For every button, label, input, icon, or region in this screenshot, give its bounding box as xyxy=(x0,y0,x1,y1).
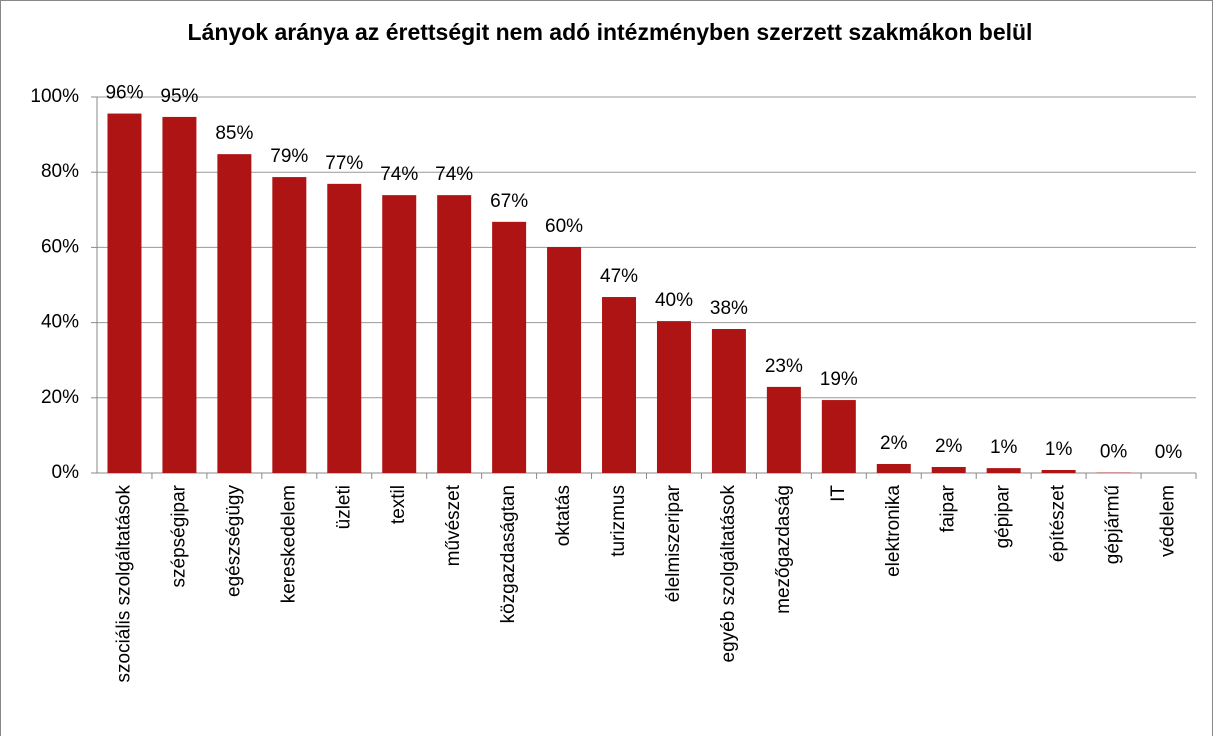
data-label: 40% xyxy=(655,290,693,311)
y-tick-label: 40% xyxy=(41,312,79,333)
x-tick-label: textil xyxy=(388,485,409,524)
x-tick-label: egészségügy xyxy=(223,485,244,597)
bar xyxy=(382,195,417,474)
data-label: 67% xyxy=(490,191,528,212)
data-label: 74% xyxy=(380,164,418,185)
y-tick-label: 60% xyxy=(41,236,79,257)
bar xyxy=(656,321,691,473)
bar xyxy=(766,386,801,473)
bar xyxy=(272,177,307,473)
x-tick-label: üzleti xyxy=(333,485,354,529)
x-tick-label: élelmiszeripar xyxy=(663,484,684,602)
data-label: 2% xyxy=(880,433,908,454)
bar xyxy=(1041,469,1076,473)
bar xyxy=(711,328,746,473)
x-tick-label: oktatás xyxy=(553,485,574,546)
x-tick-label: szociális szolgáltatások xyxy=(113,485,134,683)
data-label: 77% xyxy=(325,153,363,174)
data-label: 1% xyxy=(990,437,1018,458)
data-label: 60% xyxy=(545,216,583,237)
x-tick-label: egyéb szolgáltatások xyxy=(718,485,739,663)
bar xyxy=(986,468,1021,473)
bar xyxy=(876,463,911,473)
bar xyxy=(547,247,582,473)
x-tick-label: gépjármű xyxy=(1103,485,1124,564)
bar xyxy=(437,195,472,474)
bar xyxy=(162,116,197,473)
bar xyxy=(931,466,966,473)
chart-title: Lányok aránya az érettségit nem adó inté… xyxy=(187,19,1033,45)
data-label: 95% xyxy=(160,86,198,107)
data-label: 38% xyxy=(710,298,748,319)
data-label: 2% xyxy=(935,436,963,457)
bar xyxy=(602,297,637,473)
data-label: 74% xyxy=(435,164,473,185)
data-label: 23% xyxy=(765,356,803,377)
data-label: 0% xyxy=(1100,442,1128,463)
y-tick-label: 100% xyxy=(30,86,79,107)
data-label: 79% xyxy=(270,146,308,167)
data-label: 96% xyxy=(105,83,143,104)
data-label: 1% xyxy=(1045,439,1073,460)
x-tick-label: IT xyxy=(828,485,849,502)
data-label: 85% xyxy=(215,123,253,144)
x-tick-label: kereskedelem xyxy=(278,485,299,603)
x-tick-label: védelem xyxy=(1158,485,1179,557)
bar xyxy=(821,400,856,473)
x-tick-label: gépipar xyxy=(993,484,1014,548)
bar xyxy=(492,221,527,473)
y-tick-label: 80% xyxy=(41,161,79,182)
x-tick-label: elektronika xyxy=(883,485,904,577)
x-tick-label: faipar xyxy=(938,484,959,532)
x-tick-label: közgazdaságtan xyxy=(498,485,519,623)
data-label: 0% xyxy=(1155,442,1183,463)
data-label: 19% xyxy=(820,369,858,390)
x-tick-label: mezőgazdaság xyxy=(773,485,794,614)
x-tick-label: turizmus xyxy=(608,485,629,557)
x-tick-label: szépségipar xyxy=(168,484,189,587)
bar xyxy=(327,183,362,473)
bar xyxy=(107,113,142,473)
bar xyxy=(217,154,252,474)
y-tick-label: 0% xyxy=(52,462,80,483)
y-tick-label: 20% xyxy=(41,387,79,408)
x-tick-label: művészet xyxy=(443,484,464,566)
data-label: 47% xyxy=(600,266,638,287)
x-tick-label: építészet xyxy=(1048,484,1069,562)
